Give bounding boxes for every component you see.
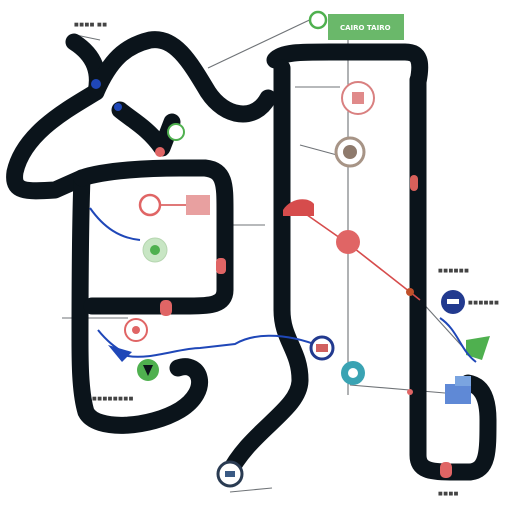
thin-line bbox=[299, 144, 338, 156]
station-green-lowleft[interactable] bbox=[137, 359, 159, 381]
blue-badge bbox=[114, 103, 122, 111]
green-station-icon bbox=[167, 123, 185, 141]
track-loop-left bbox=[71, 169, 208, 434]
blue-connector bbox=[439, 317, 477, 363]
stations: CAIRO TAIRO bbox=[91, 10, 499, 488]
red-station-icon bbox=[283, 199, 314, 216]
track-central-down bbox=[219, 59, 309, 484]
top-right-tag: CAIRO TAIRO bbox=[340, 24, 391, 32]
blue-block bbox=[445, 384, 471, 404]
track-north-arc bbox=[87, 31, 277, 123]
station-top-green[interactable]: CAIRO TAIRO bbox=[308, 10, 404, 40]
blue-block-top bbox=[455, 376, 471, 386]
station-red-lowleft[interactable] bbox=[124, 318, 148, 342]
tracks bbox=[6, 31, 497, 484]
navy-station-glyph bbox=[447, 299, 459, 304]
green-station-core bbox=[150, 245, 160, 255]
station-red-center[interactable] bbox=[283, 199, 414, 296]
red-station-icon bbox=[336, 230, 360, 254]
track-central bbox=[266, 43, 429, 91]
right-mid-note: ■■■■■■ bbox=[438, 268, 469, 274]
green-station-icon bbox=[308, 10, 328, 30]
red-station-icon bbox=[138, 193, 162, 217]
red-badge bbox=[410, 175, 418, 191]
top-right-tag-box bbox=[328, 14, 404, 40]
thin-line bbox=[349, 384, 446, 394]
station-green-small[interactable] bbox=[155, 123, 185, 157]
green-station-glyph bbox=[143, 365, 153, 376]
bottom-station-glyph bbox=[225, 471, 235, 477]
red-badge bbox=[160, 300, 172, 316]
station-red-left[interactable] bbox=[138, 193, 210, 217]
navy-label: ■■■■■■ bbox=[468, 300, 499, 306]
top-left-note: ■■■■ ■■ bbox=[74, 22, 107, 28]
track-east bbox=[409, 71, 497, 481]
station-bottom[interactable] bbox=[216, 460, 244, 488]
east-terminal bbox=[439, 317, 490, 404]
track-north-hook bbox=[111, 101, 181, 157]
red-dot bbox=[155, 147, 165, 157]
station-navy-mid[interactable] bbox=[309, 335, 335, 361]
red-station-glyph bbox=[352, 92, 364, 104]
notes: ■■■■ ■■ ■■■■■■ ■■■■■■■■ ■■■■ bbox=[74, 22, 469, 497]
station-gray-ring[interactable] bbox=[334, 136, 366, 168]
teal-station-core bbox=[348, 368, 358, 378]
track-badges bbox=[91, 79, 452, 478]
station-navy-right[interactable]: ■■■■■■ bbox=[441, 290, 499, 314]
pink-box bbox=[186, 195, 210, 215]
station-green-left[interactable] bbox=[142, 237, 168, 263]
red-badge-small bbox=[407, 389, 413, 395]
station-red-ring[interactable] bbox=[341, 81, 375, 115]
navy-station-glyph bbox=[316, 344, 328, 352]
blue-wedge bbox=[108, 345, 132, 362]
green-flag-icon bbox=[466, 336, 490, 360]
gray-station-core bbox=[343, 145, 357, 159]
bottom-left-note: ■■■■■■■■ bbox=[92, 396, 134, 402]
track-loop-inner bbox=[73, 159, 234, 315]
red-station-core bbox=[132, 326, 140, 334]
red-dot-right bbox=[406, 288, 414, 296]
red-badge bbox=[216, 258, 226, 274]
track-north bbox=[6, 33, 106, 200]
red-badge bbox=[440, 462, 452, 478]
bottom-right-note: ■■■■ bbox=[438, 491, 459, 497]
thin-line bbox=[229, 487, 273, 493]
blue-badge bbox=[91, 79, 101, 89]
thin-line bbox=[207, 14, 321, 69]
station-teal[interactable] bbox=[341, 361, 365, 385]
